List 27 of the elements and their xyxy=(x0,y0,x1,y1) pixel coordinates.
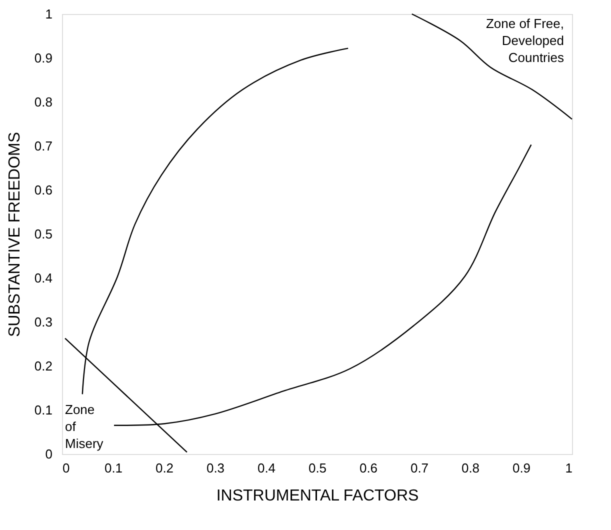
x-tick-label: 0.7 xyxy=(410,460,429,476)
y-tick-label: 0 xyxy=(45,446,52,462)
x-tick-label: 0.2 xyxy=(155,460,174,476)
x-tick-label: 0.6 xyxy=(359,460,378,476)
y-tick-label: 0.2 xyxy=(34,358,52,374)
y-tick-label: 0.8 xyxy=(34,94,52,110)
x-axis-title: INSTRUMENTAL FACTORS xyxy=(216,488,419,504)
y-tick-label: 0.4 xyxy=(34,270,52,286)
x-tick-label: 0.3 xyxy=(206,460,225,476)
x-tick-label: 1 xyxy=(565,460,572,476)
x-tick-label: 0.8 xyxy=(461,460,480,476)
x-tick-label: 0 xyxy=(62,460,70,476)
y-tick-label: 0.6 xyxy=(34,182,52,198)
y-tick-label: 0.7 xyxy=(34,138,52,154)
y-tick-label: 0.5 xyxy=(34,226,52,242)
annotation: Zone of Misery xyxy=(65,402,104,451)
x-tick-label: 0.1 xyxy=(104,460,123,476)
line-series xyxy=(411,13,573,120)
y-tick-label: 1 xyxy=(45,6,52,22)
annotation: Zone of Free, Developed Countries xyxy=(486,16,564,65)
x-tick-label: 0.9 xyxy=(512,460,531,476)
y-tick-label: 0.3 xyxy=(34,314,52,330)
y-tick-label: 0.1 xyxy=(34,402,52,418)
y-axis-title: SUBSTANTIVE FREEDOMS xyxy=(6,132,24,338)
y-tick-label: 0.9 xyxy=(34,50,52,66)
x-tick-label: 0.5 xyxy=(308,460,327,476)
x-tick-label: 0.4 xyxy=(257,460,276,476)
